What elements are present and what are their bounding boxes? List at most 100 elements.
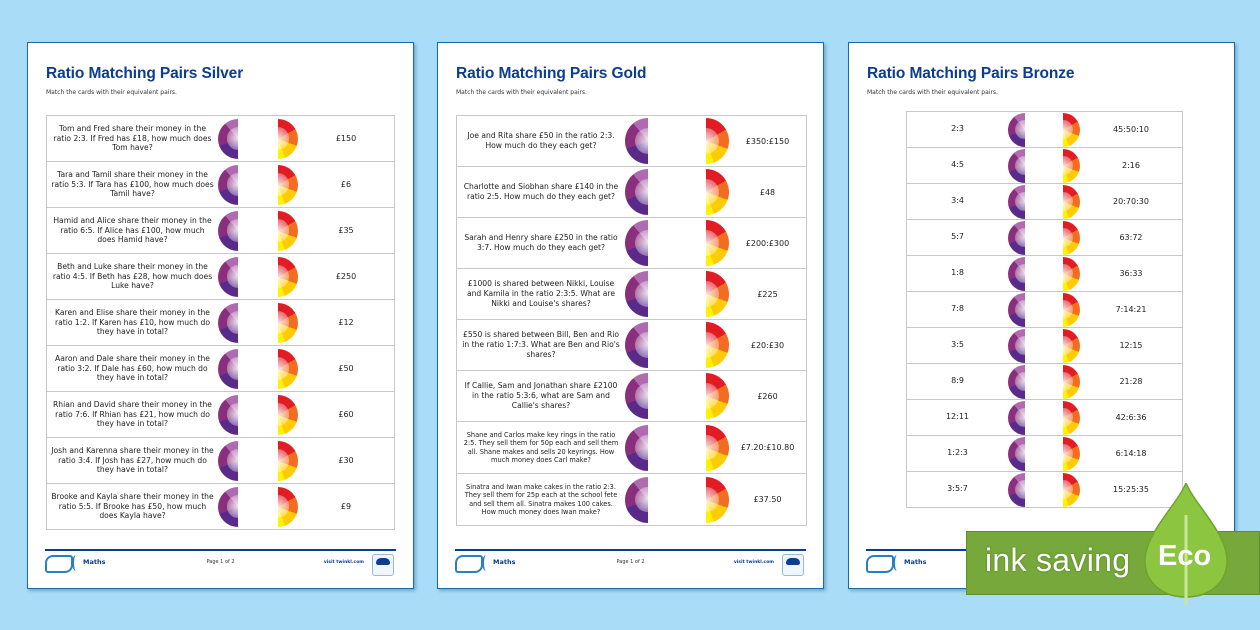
footer-page-number: Page 1 of 2 (616, 559, 645, 565)
question-card: Sarah and Henry share £250 in the ratio … (456, 218, 648, 268)
question-text: Joe and Rita share £50 in the ratio 2:3.… (467, 131, 615, 150)
question-text: If Callie, Sam and Jonathan share £2100 … (464, 381, 618, 410)
answer-text: £50 (338, 364, 354, 373)
answer-text: £9 (340, 502, 352, 511)
color-wheel-icon (278, 302, 298, 343)
question-text: Aaron and Dale share their money in the … (55, 353, 210, 383)
question-card: Charlotte and Siobhan share £140 in the … (456, 167, 648, 217)
color-wheel-icon (278, 348, 298, 389)
card-row: 12:11 42:6:36 (906, 400, 1183, 436)
color-wheel-icon (218, 302, 238, 343)
card-row: 8:9 21:28 (906, 364, 1183, 400)
question-card: If Callie, Sam and Jonathan share £2100 … (456, 371, 648, 421)
page-footer: Maths Page 1 of 2 visit twinkl.com (45, 549, 396, 579)
footer-url: visit twinkl.com (733, 560, 774, 565)
answer-card: £6 (278, 162, 395, 207)
color-wheel-icon (1008, 400, 1025, 435)
question-text: Karen and Elise share their money in the… (55, 307, 210, 337)
question-card: Joe and Rita share £50 in the ratio 2:3.… (456, 116, 648, 166)
color-wheel-icon (1008, 184, 1025, 219)
question-card: 5:7 (906, 220, 1025, 255)
question-card: Josh and Karenna share their money in th… (46, 438, 238, 483)
card-row: £1000 is shared between Nikki, Louise an… (456, 269, 807, 320)
answer-text: 2:16 (1122, 161, 1140, 170)
color-wheel-icon (625, 169, 648, 215)
color-wheel-icon (625, 220, 648, 266)
answer-text: £6 (340, 180, 352, 189)
card-row: Sarah and Henry share £250 in the ratio … (456, 218, 807, 269)
answer-text: £150 (335, 134, 357, 143)
answer-card: £60 (278, 392, 395, 437)
answer-card: 63:72 (1063, 220, 1183, 255)
question-text: Brooke and Kayla share their money in th… (51, 491, 214, 521)
question-card: 12:11 (906, 400, 1025, 435)
page-instructions: Match the cards with their equivalent pa… (867, 89, 998, 96)
question-card: Aaron and Dale share their money in the … (46, 346, 238, 391)
answer-card: £20:£30 (706, 320, 807, 370)
color-wheel-icon (625, 476, 648, 523)
maths-logo-icon (455, 555, 484, 573)
color-wheel-icon (625, 271, 648, 317)
card-grid: 2:3 45:50:10 4:5 2:16 3:4 (906, 111, 1183, 508)
card-row: 3:4 20:70:30 (906, 184, 1183, 220)
color-wheel-icon (218, 440, 238, 481)
worksheet-page-bronze: Ratio Matching Pairs Bronze Match the ca… (848, 42, 1235, 589)
color-wheel-icon (1063, 148, 1080, 183)
card-grid: Tom and Fred share their money in the ra… (46, 115, 395, 530)
answer-card: 42:6:36 (1063, 400, 1183, 435)
color-wheel-icon (1008, 472, 1025, 507)
question-text: £1000 is shared between Nikki, Louise an… (466, 279, 616, 308)
question-text: £550 is shared between Bill, Ben and Rio… (462, 330, 620, 359)
card-row: 1:2:3 6:14:18 (906, 436, 1183, 472)
color-wheel-icon (1063, 364, 1080, 399)
color-wheel-icon (706, 220, 729, 266)
card-row: 7:8 7:14:21 (906, 292, 1183, 328)
card-row: Sinatra and Iwan make cakes in the ratio… (456, 474, 807, 526)
question-text: Tom and Fred share their money in the ra… (53, 123, 212, 153)
answer-text: 7:14:21 (1115, 305, 1147, 314)
question-text: Beth and Luke share their money in the r… (52, 261, 213, 291)
answer-text: £30 (338, 456, 354, 465)
question-text: Hamid and Alice share their money in the… (53, 215, 212, 245)
question-text: Charlotte and Siobhan share £140 in the … (463, 182, 619, 201)
question-card: 2:3 (906, 112, 1025, 147)
answer-text: 12:15 (1119, 341, 1143, 350)
answer-text: 36:33 (1119, 269, 1143, 278)
color-wheel-icon (1063, 256, 1080, 291)
answer-text: £48 (759, 187, 776, 197)
color-wheel-icon (1008, 256, 1025, 291)
page-instructions: Match the cards with their equivalent pa… (46, 89, 177, 96)
card-row: Rhian and David share their money in the… (46, 392, 395, 438)
eco-label: Eco (1158, 540, 1212, 572)
answer-card: 45:50:10 (1063, 112, 1183, 147)
color-wheel-icon (1063, 436, 1080, 471)
answer-text: £7.20:£10.80 (740, 443, 795, 452)
color-wheel-icon (218, 210, 238, 251)
question-card: Shane and Carlos make key rings in the r… (456, 422, 648, 473)
color-wheel-icon (1063, 400, 1080, 435)
question-card: £550 is shared between Bill, Ben and Rio… (456, 320, 648, 370)
card-row: Josh and Karenna share their money in th… (46, 438, 395, 484)
maths-logo-icon (866, 555, 895, 573)
question-card: Tara and Tamil share their money in the … (46, 162, 238, 207)
twinkl-badge-icon (372, 554, 394, 576)
color-wheel-icon (218, 118, 238, 159)
answer-text: 20:70:30 (1113, 197, 1149, 206)
answer-card: £260 (706, 371, 807, 421)
color-wheel-icon (706, 271, 729, 317)
question-text: 3:5 (951, 340, 964, 350)
answer-text: £225 (757, 289, 778, 299)
question-card: Hamid and Alice share their money in the… (46, 208, 238, 253)
answer-card: £225 (706, 269, 807, 319)
color-wheel-icon (1063, 112, 1080, 147)
answer-text: £60 (338, 410, 354, 419)
color-wheel-icon (1008, 112, 1025, 147)
question-card: 3:5:7 (906, 472, 1025, 507)
card-row: Hamid and Alice share their money in the… (46, 208, 395, 254)
card-grid: Joe and Rita share £50 in the ratio 2:3.… (456, 115, 807, 526)
color-wheel-icon (1008, 364, 1025, 399)
card-row: If Callie, Sam and Jonathan share £2100 … (456, 371, 807, 422)
question-card: 3:4 (906, 184, 1025, 219)
answer-text: 6:14:18 (1115, 449, 1147, 458)
answer-text: £35 (338, 226, 354, 235)
